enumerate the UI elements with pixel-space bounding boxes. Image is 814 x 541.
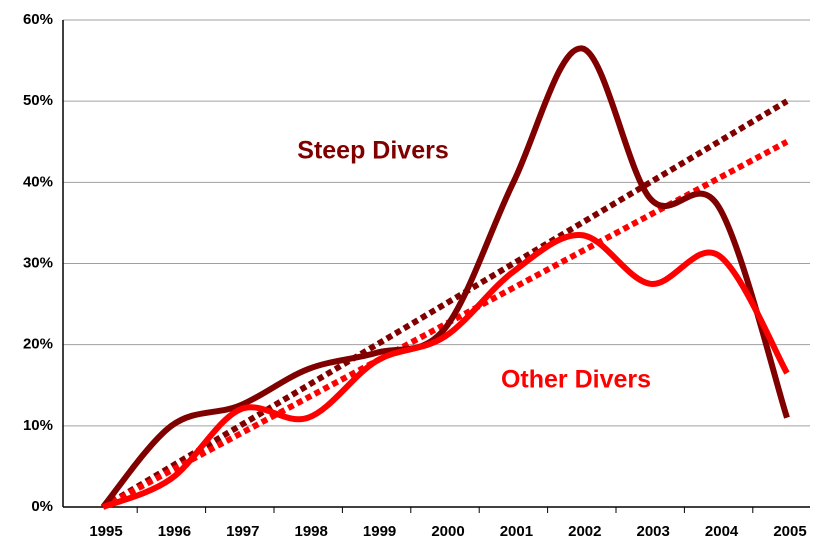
y-tick-label: 40% bbox=[23, 173, 53, 190]
x-tick-label: 2004 bbox=[705, 523, 739, 540]
x-tick-label: 2001 bbox=[500, 523, 533, 540]
x-tick-label: 1995 bbox=[89, 523, 122, 540]
x-tick-label: 2003 bbox=[637, 523, 670, 540]
y-tick-label: 10% bbox=[23, 417, 53, 434]
series-label: Other Divers bbox=[501, 366, 651, 394]
series-label: Steep Divers bbox=[297, 137, 448, 165]
y-tick-label: 30% bbox=[23, 254, 53, 271]
series-line bbox=[101, 232, 790, 510]
x-tick-label: 1996 bbox=[158, 523, 191, 540]
x-tick-label: 1999 bbox=[363, 523, 396, 540]
x-tick-label: 1998 bbox=[295, 523, 328, 540]
y-tick-label: 0% bbox=[31, 498, 53, 515]
x-tick-label: 2002 bbox=[568, 523, 601, 540]
x-tick-label: 2000 bbox=[431, 523, 464, 540]
y-tick-label: 20% bbox=[23, 336, 53, 353]
y-tick-label: 60% bbox=[23, 11, 53, 28]
series-line bbox=[100, 45, 790, 509]
y-tick-label: 50% bbox=[23, 92, 53, 109]
x-tick-label: 2005 bbox=[773, 523, 806, 540]
x-tick-label: 1997 bbox=[226, 523, 259, 540]
trend-line bbox=[101, 98, 789, 510]
